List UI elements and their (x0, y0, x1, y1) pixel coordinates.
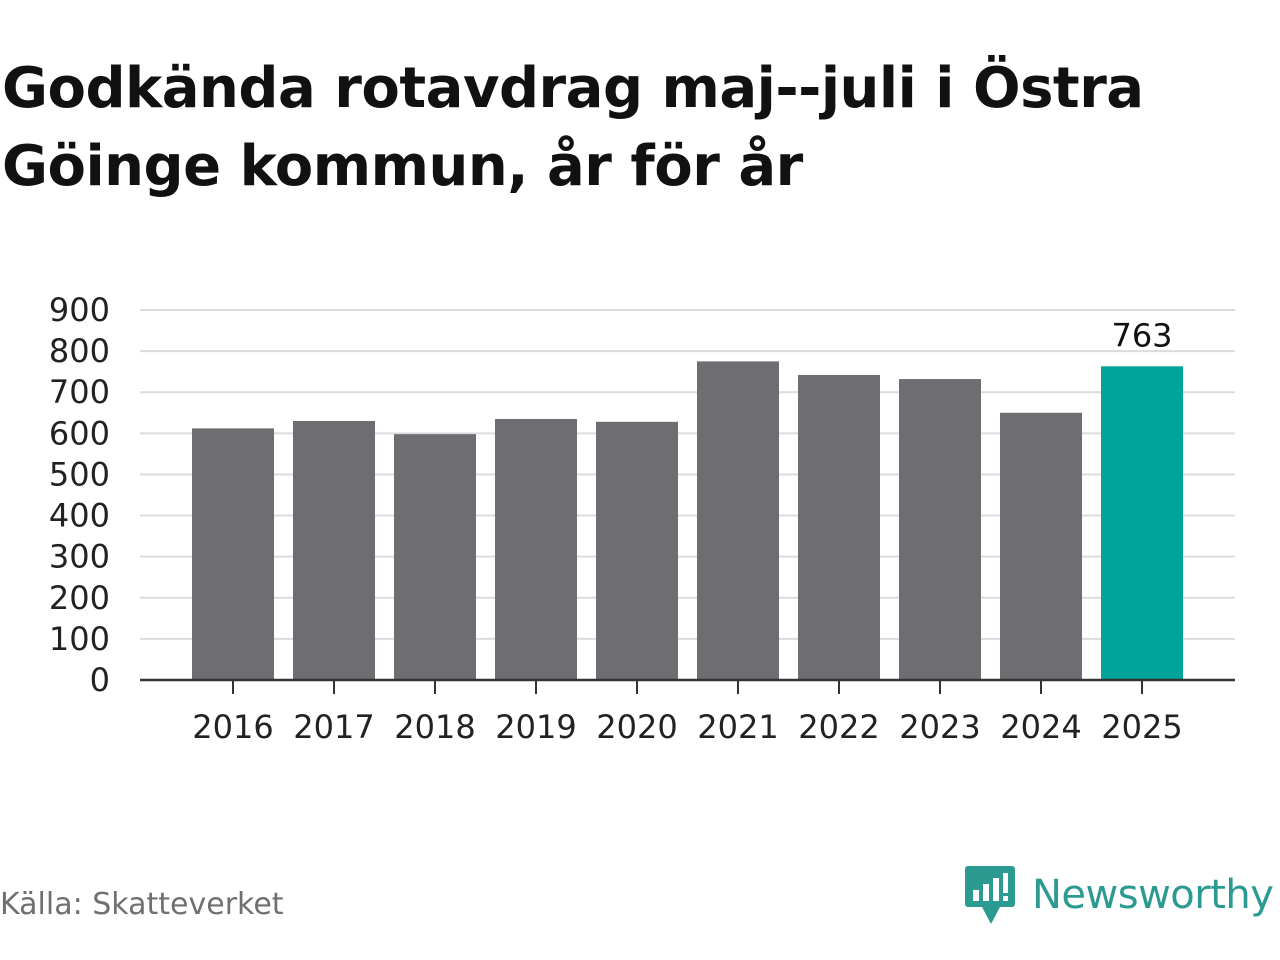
x-tick-label: 2018 (394, 708, 475, 746)
y-tick-label: 300 (49, 538, 110, 576)
bar-2024 (1000, 412, 1082, 680)
y-tick-label: 700 (49, 373, 110, 411)
data-labels: 763 (1111, 316, 1172, 354)
x-tick-label: 2016 (192, 708, 273, 746)
brand-name: Newsworthy (1032, 872, 1274, 918)
y-tick-label: 900 (49, 291, 110, 329)
bar-2020 (596, 421, 678, 680)
y-tick-label: 600 (49, 414, 110, 452)
x-axis: 2016 2017 2018 2019 2020 2021 2022 2023 2024 2025 (140, 678, 1235, 746)
y-tick-label: 800 (49, 332, 110, 370)
newsworthy-logo-icon (965, 866, 1015, 924)
x-tick-label: 2021 (697, 708, 778, 746)
bar-2018 (394, 434, 476, 680)
bar-2016 (192, 428, 274, 680)
brand-logo: Newsworthy (964, 864, 1274, 926)
x-tick-label: 2023 (899, 708, 980, 746)
x-tick-label: 2025 (1101, 708, 1182, 746)
y-tick-label: 200 (49, 579, 110, 617)
data-label-2025: 763 (1111, 316, 1172, 354)
x-tick-label: 2022 (798, 708, 879, 746)
x-tick-label: 2019 (495, 708, 576, 746)
x-tick-label: 2024 (1000, 708, 1081, 746)
source-note: Källa: Skatteverket (0, 887, 284, 922)
bars (192, 361, 1183, 680)
bar-2017 (293, 421, 375, 680)
bar-2025 (1101, 366, 1183, 680)
bar-2021 (697, 361, 779, 680)
bar-2023 (899, 379, 981, 680)
y-tick-label: 100 (49, 620, 110, 658)
x-tick-label: 2017 (293, 708, 374, 746)
bar-2019 (495, 418, 577, 680)
chart-title: Godkända rotavdrag maj--juli i Östra Göi… (2, 56, 1144, 199)
y-tick-label: 400 (49, 497, 110, 535)
y-tick-label: 500 (49, 455, 110, 493)
bar-2022 (798, 374, 880, 680)
y-tick-label: 0 (90, 661, 110, 699)
x-tick-label: 2020 (596, 708, 677, 746)
